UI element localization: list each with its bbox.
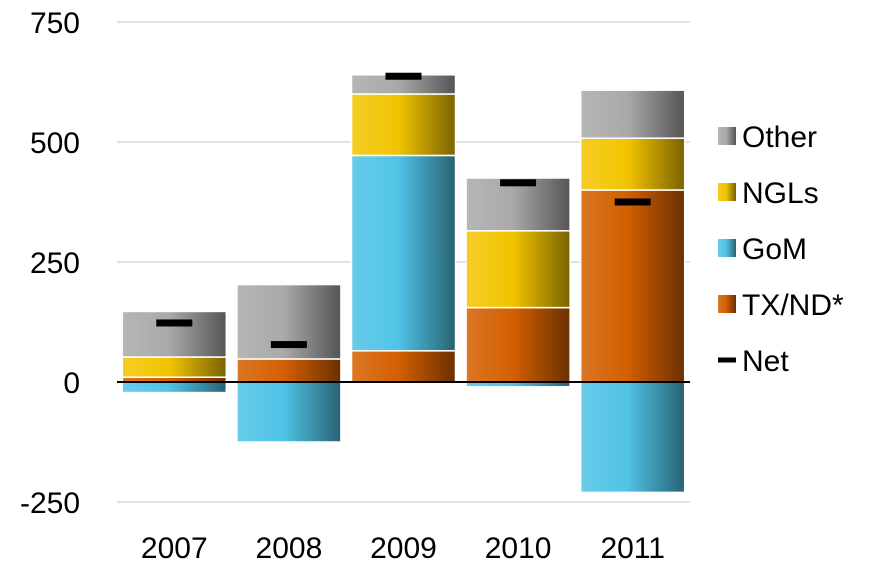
legend-label: TX/ND* bbox=[742, 289, 844, 322]
net-marker-2009 bbox=[385, 72, 422, 80]
legend-swatch-ngls bbox=[718, 183, 736, 201]
legend-swatch-tx-nd- bbox=[718, 295, 736, 313]
net-marker-2011 bbox=[614, 198, 651, 206]
bar-segment-tx-nd--2008 bbox=[236, 358, 342, 383]
bar-segment-gom-2009 bbox=[350, 154, 457, 352]
x-tick-label: 2011 bbox=[600, 532, 665, 564]
y-tick-label: 0 bbox=[63, 367, 80, 400]
y-tick-label: -250 bbox=[20, 487, 80, 520]
bar-segment-other-2007 bbox=[121, 310, 228, 358]
bar-segment-tx-nd--2011 bbox=[579, 189, 686, 383]
legend: Other NGLs GoM TX/ND* Net bbox=[718, 121, 844, 378]
net-marker-2008 bbox=[270, 341, 307, 349]
bar-segment-tx-nd--2010 bbox=[465, 306, 571, 383]
bars bbox=[121, 74, 686, 494]
legend-label: Net bbox=[742, 345, 789, 378]
net-marker-2007 bbox=[156, 319, 193, 327]
bar-segment-ngls-2007 bbox=[121, 356, 228, 378]
y-tick-label: 500 bbox=[30, 127, 80, 160]
y-tick-label: 750 bbox=[30, 7, 80, 40]
legend-label: Other bbox=[742, 121, 817, 154]
bar-segment-tx-nd--2009 bbox=[350, 350, 457, 383]
bar-segment-other-2010 bbox=[465, 177, 571, 232]
x-tick-label: 2008 bbox=[256, 532, 323, 564]
net-marker-2010 bbox=[500, 179, 537, 187]
bar-segment-ngls-2010 bbox=[465, 230, 571, 309]
bar-segment-gom-2007 bbox=[121, 381, 228, 394]
legend-swatch-other bbox=[718, 127, 736, 145]
y-tick-label: 250 bbox=[30, 247, 80, 280]
legend-swatch-net bbox=[718, 357, 736, 363]
bar-segment-ngls-2011 bbox=[579, 137, 686, 191]
legend-label: GoM bbox=[742, 233, 807, 266]
x-axis-ticks: 2007 2008 2009 2010 2011 bbox=[141, 532, 665, 564]
bar-segment-other-2011 bbox=[579, 89, 686, 139]
legend-label: NGLs bbox=[742, 177, 819, 210]
bar-segment-gom-2011 bbox=[579, 381, 686, 494]
x-tick-label: 2007 bbox=[141, 532, 208, 564]
x-tick-label: 2009 bbox=[370, 532, 437, 564]
y-axis-ticks: -250 0 250 500 750 bbox=[20, 7, 80, 520]
x-tick-label: 2010 bbox=[485, 532, 552, 564]
bar-segment-gom-2008 bbox=[236, 381, 342, 443]
bar-segment-ngls-2009 bbox=[350, 93, 457, 157]
legend-swatch-gom bbox=[718, 239, 736, 257]
net-markers bbox=[156, 72, 651, 349]
